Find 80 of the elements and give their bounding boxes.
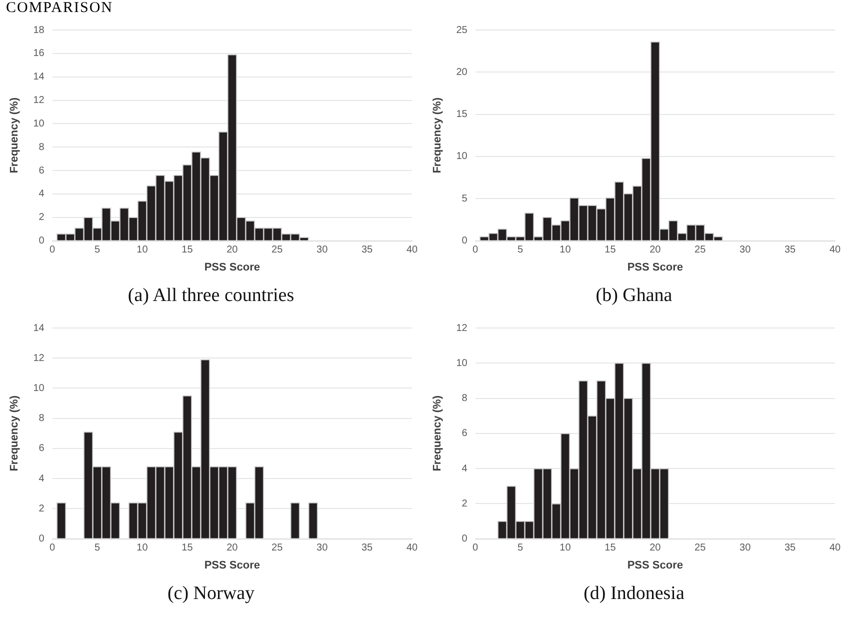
x-tick-label: 5 — [518, 542, 524, 554]
y-tick-label: 6 — [38, 443, 45, 454]
chart-title: COMPARISON — [5, 0, 114, 16]
text: (a) All three countries — [126, 284, 296, 308]
y-tick-label: 0 — [462, 236, 468, 247]
x-tick-label: 30 — [316, 244, 328, 256]
x-tick-label: 30 — [316, 542, 328, 554]
x-axis-title: PSS Score — [627, 261, 683, 274]
y-tick-label: 4 — [38, 473, 45, 484]
x-tick-label: 35 — [784, 542, 796, 554]
x-tick-label: 5 — [94, 542, 100, 554]
y-tick-label: 12 — [456, 322, 468, 334]
y-tick-label: 12 — [33, 95, 45, 106]
y-tick-label: 0 — [38, 534, 45, 545]
text: (c) Norway — [166, 582, 256, 606]
x-tick-label: 25 — [272, 244, 284, 256]
x-tick-label: 15 — [604, 244, 616, 256]
x-tick-label: 40 — [829, 542, 841, 554]
x-tick-label: 0 — [50, 244, 56, 256]
y-tick-label: 14 — [33, 322, 45, 334]
y-tick-label: 10 — [456, 151, 468, 162]
x-tick-label: 20 — [650, 244, 662, 256]
y-tick-label: 18 — [33, 24, 45, 36]
y-tick-label: 4 — [462, 463, 468, 474]
y-tick-label: 0 — [38, 236, 45, 247]
y-tick-label: 4 — [38, 188, 45, 200]
x-tick-label: 35 — [361, 542, 374, 554]
text: (b) Ghana — [594, 284, 674, 308]
x-axis-title: PSS Score — [204, 559, 260, 572]
x-tick-label: 35 — [784, 244, 796, 256]
x-tick-label: 0 — [50, 542, 56, 554]
y-axis-title: Frequency (%) — [8, 395, 21, 472]
x-tick-label: 20 — [650, 542, 662, 554]
y-tick-label: 15 — [456, 109, 468, 120]
y-tick-label: 10 — [33, 382, 45, 394]
x-axis-title: PSS Score — [204, 261, 260, 274]
y-tick-label: 6 — [38, 165, 45, 176]
y-tick-label: 16 — [33, 48, 45, 60]
x-tick-label: 40 — [406, 244, 418, 256]
y-tick-label: 20 — [456, 66, 468, 78]
x-tick-label: 10 — [136, 244, 148, 256]
x-tick-label: 25 — [694, 542, 706, 554]
y-tick-label: 8 — [462, 393, 468, 404]
y-tick-label: 2 — [462, 498, 468, 510]
y-tick-label: 6 — [462, 428, 468, 440]
x-tick-label: 15 — [182, 542, 194, 554]
y-tick-label: 8 — [38, 413, 45, 424]
x-tick-label: 20 — [226, 244, 238, 256]
x-tick-label: 20 — [226, 542, 238, 554]
x-axis-title: PSS Score — [627, 559, 683, 572]
x-tick-label: 15 — [182, 244, 194, 256]
y-tick-label: 0 — [462, 534, 468, 545]
x-tick-label: 40 — [406, 542, 418, 554]
x-tick-label: 0 — [472, 244, 479, 256]
x-tick-label: 10 — [560, 542, 572, 554]
y-axis-title: Frequency (%) — [432, 97, 444, 174]
x-tick-label: 0 — [472, 542, 479, 554]
x-tick-label: 5 — [94, 244, 100, 256]
text: (d) Indonesia — [582, 582, 686, 606]
x-tick-label: 25 — [694, 244, 706, 256]
x-tick-label: 25 — [272, 542, 284, 554]
x-tick-label: 30 — [740, 542, 752, 554]
y-axis-title: Frequency (%) — [432, 395, 444, 472]
y-tick-label: 12 — [33, 352, 45, 364]
y-axis-title: Frequency (%) — [8, 97, 21, 174]
x-tick-label: 40 — [829, 244, 841, 256]
x-tick-label: 30 — [740, 244, 752, 256]
y-tick-label: 2 — [38, 212, 45, 224]
y-tick-label: 2 — [38, 503, 45, 514]
y-tick-label: 5 — [462, 193, 468, 204]
x-tick-label: 5 — [518, 244, 524, 256]
x-tick-label: 10 — [136, 542, 148, 554]
y-tick-label: 8 — [38, 142, 45, 153]
y-tick-label: 10 — [33, 118, 45, 130]
x-tick-label: 35 — [361, 244, 374, 256]
y-tick-label: 10 — [456, 358, 468, 369]
x-tick-label: 10 — [560, 244, 572, 256]
x-tick-label: 15 — [604, 542, 616, 554]
y-tick-label: 25 — [456, 24, 468, 36]
y-tick-label: 14 — [33, 72, 45, 83]
